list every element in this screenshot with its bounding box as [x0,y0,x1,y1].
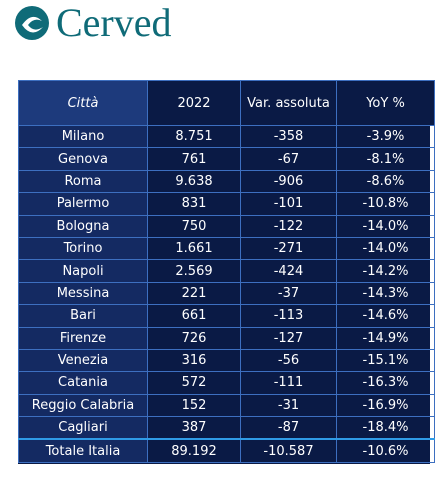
city-cell: Cagliari [18,416,148,440]
value-cell: 661 [147,304,241,328]
table-row: Venezia 316 -56 -15.1% [18,348,435,373]
table-row: Cagliari 387 -87 -18.4% [18,416,435,440]
value-cell: -111 [240,371,337,395]
header-cell: YoY % [336,80,435,126]
table-body: Milano 8.751 -358 -3.9% Genova 761 -67 -8.1% Rom… [18,124,435,463]
value-cell: -31 [240,393,337,418]
value-cell: 8.751 [147,124,241,149]
table-row: Palermo 831 -101 -10.8% [18,192,435,216]
city-cell: Catania [18,371,148,395]
table-row: Torino 1.661 -271 -14.0% [18,236,435,261]
value-cell: 316 [147,348,241,373]
table-row: Napoli 2.569 -424 -14.2% [18,259,435,283]
table-row: Bologna 750 -122 -14.0% [18,214,435,238]
value-cell: -56 [240,348,337,373]
value-cell: -10.8% [336,192,435,216]
value-cell: 2.569 [147,259,241,283]
value-cell: 761 [147,147,241,171]
value-cell: -67 [240,147,337,171]
table-row: Messina 221 -37 -14.3% [18,281,435,306]
value-cell: -14.3% [336,281,435,306]
table-row: Catania 572 -111 -16.3% [18,371,435,395]
brand-name: Cerved [56,0,172,45]
city-cell: Milano [18,124,148,149]
value-cell: -16.9% [336,393,435,418]
table-row: Reggio Calabria 152 -31 -16.9% [18,393,435,418]
value-cell: -101 [240,192,337,216]
value-cell: -37 [240,281,337,306]
value-cell: -14.2% [336,259,435,283]
value-cell: -271 [240,236,337,261]
value-cell: -122 [240,214,337,238]
header-row: Città 2022 Var. assoluta YoY % [18,80,435,126]
value-cell: -16.3% [336,371,435,395]
city-cell: Firenze [18,326,148,350]
value-cell: 726 [147,326,241,350]
value-cell: 221 [147,281,241,306]
city-cell: Roma [18,169,148,194]
value-cell: 750 [147,214,241,238]
value-cell: -3.9% [336,124,435,149]
value-cell: -14.0% [336,236,435,261]
logo-icon [15,6,49,40]
city-cell: Reggio Calabria [18,393,148,418]
value-cell: -18.4% [336,416,435,440]
logo: Cerved [14,0,172,46]
value-cell: -113 [240,304,337,328]
city-cell: Venezia [18,348,148,373]
value-cell: -14.9% [336,326,435,350]
value-cell: -10.6% [336,438,435,463]
value-cell: -358 [240,124,337,149]
value-cell: 9.638 [147,169,241,194]
value-cell: -87 [240,416,337,440]
table-row: Milano 8.751 -358 -3.9% [18,124,435,149]
value-cell: 387 [147,416,241,440]
city-cell: Messina [18,281,148,306]
value-cell: 1.661 [147,236,241,261]
value-cell: 152 [147,393,241,418]
city-cell: Palermo [18,192,148,216]
table-row: Bari 661 -113 -14.6% [18,304,435,328]
table-row: Firenze 726 -127 -14.9% [18,326,435,350]
value-cell: 831 [147,192,241,216]
value-cell: 572 [147,371,241,395]
value-cell: -15.1% [336,348,435,373]
value-cell: -424 [240,259,337,283]
data-table: Città 2022 Var. assoluta YoY % Milano 8.751-… [18,80,435,463]
value-cell: 89.192 [147,438,241,463]
city-cell: Bari [18,304,148,328]
value-cell: -127 [240,326,337,350]
city-cell: Bologna [18,214,148,238]
value-cell: -14.6% [336,304,435,328]
table-row: Genova 761 -67 -8.1% [18,147,435,171]
table-row: Roma 9.638 -906 -8.6% [18,169,435,194]
value-cell: -8.1% [336,147,435,171]
city-cell: Napoli [18,259,148,283]
value-cell: -906 [240,169,337,194]
city-cell: Genova [18,147,148,171]
total-row: Totale Italia 89.192 -10.587 -10.6% [18,438,435,463]
table-container: Città 2022 Var. assoluta YoY % Milano 8.751-… [18,80,435,464]
value-cell: -14.0% [336,214,435,238]
header-cell: Città [18,80,148,126]
header-cell: Var. assoluta [240,80,337,126]
header-cell: 2022 [147,80,241,126]
value-cell: -8.6% [336,169,435,194]
city-cell: Torino [18,236,148,261]
city-cell: Totale Italia [18,438,148,463]
value-cell: -10.587 [240,438,337,463]
